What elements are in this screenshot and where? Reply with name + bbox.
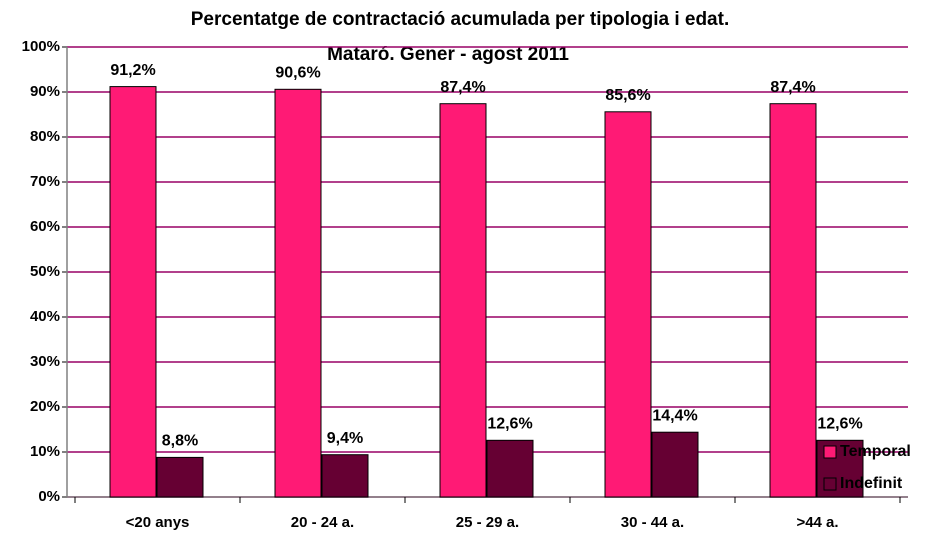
bar [651,431,699,498]
x-tick-label: <20 anys [126,514,190,531]
y-tick-label: 90% [30,83,60,100]
bar [321,454,369,498]
y-tick-label: 80% [30,128,60,145]
bar [156,456,204,498]
data-label: 9,4% [327,430,363,447]
legend-label: Temporal [840,443,911,460]
y-tick-label: 10% [30,443,60,460]
bar [439,103,487,498]
x-tick-label: 20 - 24 a. [291,514,354,531]
y-tick-label: 30% [30,353,60,370]
x-tick-label: 25 - 29 a. [456,514,519,531]
legend-swatch [823,477,837,491]
bar [274,88,322,498]
bar [109,86,157,498]
y-tick-label: 60% [30,218,60,235]
data-label: 85,6% [605,87,650,104]
data-label: 12,6% [487,416,532,433]
bar [604,111,652,498]
x-tick-label: 30 - 44 a. [621,514,684,531]
y-tick-label: 0% [38,488,60,505]
chart-subtitle: Mataró. Gener - agost 2011 [327,44,569,65]
legend-swatch [823,445,837,459]
bar [769,103,817,498]
chart-title: Percentatge de contractació acumulada pe… [191,9,729,30]
data-label: 14,4% [652,407,697,424]
y-tick-label: 70% [30,173,60,190]
y-tick-label: 40% [30,308,60,325]
data-label: 12,6% [817,416,862,433]
y-tick-label: 100% [22,38,60,55]
data-label: 8,8% [162,433,198,450]
data-label: 87,4% [440,79,485,96]
data-label: 90,6% [275,65,320,82]
x-tick-label: >44 a. [796,514,838,531]
bar [486,439,534,498]
legend-label: Indefinit [840,475,903,492]
y-tick-label: 20% [30,398,60,415]
data-label: 91,2% [110,62,155,79]
y-tick-label: 50% [30,263,60,280]
data-label: 87,4% [770,79,815,96]
